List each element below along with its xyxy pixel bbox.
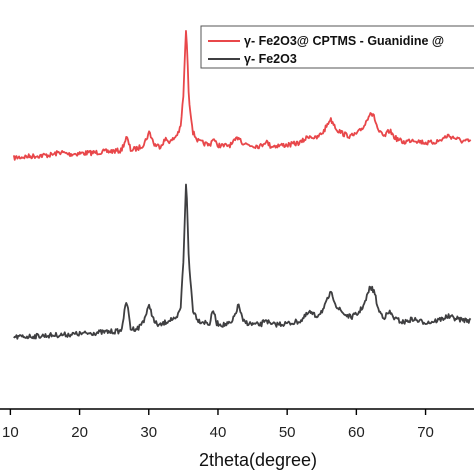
x-tick-label: 50 [279,424,296,441]
legend: γ- Fe2O3@ CPTMS - Guanidine @ γ- Fe2O3 [200,25,474,69]
x-tick-label: 20 [71,424,88,441]
legend-label-series-2: γ- Fe2O3 [244,52,297,66]
legend-frame [200,25,474,69]
x-tick-label: 70 [417,424,434,441]
x-tick-label: 60 [348,424,365,441]
legend-label-series-1: γ- Fe2O3@ CPTMS - Guanidine @ [244,34,444,48]
x-tick-label: 30 [140,424,157,441]
series-line-2 [13,183,472,340]
x-axis-ticks: 10 20 30 40 50 60 70 [2,409,434,441]
x-axis-title: 2theta(degree) [199,450,317,470]
series-line-1 [12,30,472,161]
plot-area [12,30,472,340]
x-tick-label: 10 [2,424,19,441]
x-tick-label: 40 [210,424,227,441]
